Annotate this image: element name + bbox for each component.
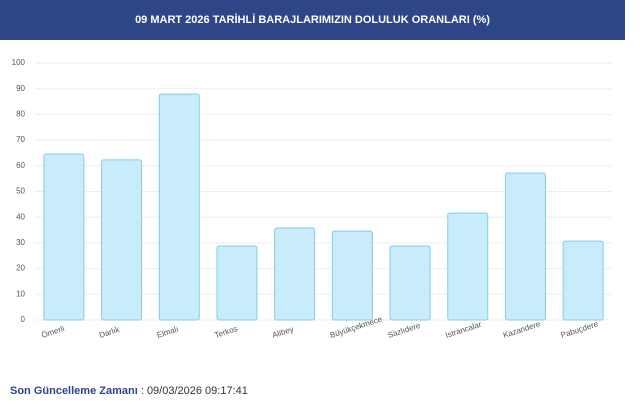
x-tick-label: Sazlıdere xyxy=(387,321,422,340)
bar xyxy=(274,227,316,321)
bar xyxy=(43,153,85,321)
footer: Son Güncelleme Zamanı : 09/03/2026 09:17… xyxy=(10,385,248,397)
y-tick-label: 0 xyxy=(21,315,26,324)
chart: 0 10 20 30 40 50 60 70 80 90 100 Ömerli Darlık Elmalı… xyxy=(12,58,612,340)
y-tick-label: 20 xyxy=(16,264,25,273)
x-tick-label: Istrancalar xyxy=(444,320,483,340)
x-tick-label: Elmalı xyxy=(156,324,180,339)
update-value: : 09/03/2026 09:17:41 xyxy=(140,385,248,397)
bar xyxy=(101,159,143,321)
y-tick-label: 90 xyxy=(16,84,25,93)
y-tick-label: 100 xyxy=(12,58,26,67)
update-label: Son Güncelleme Zamanı xyxy=(10,385,138,397)
bar xyxy=(158,93,200,321)
chart-title: 09 MART 2026 TARİHLİ BARAJLARIMIZIN DOLU… xyxy=(0,0,625,40)
y-tick-label: 10 xyxy=(16,289,25,298)
bar xyxy=(504,172,546,321)
y-tick-label: 30 xyxy=(16,238,25,247)
bar xyxy=(389,245,431,321)
y-tick-label: 80 xyxy=(16,110,25,119)
bar xyxy=(216,245,258,321)
bar xyxy=(447,212,489,321)
x-tick-label: Ömerli xyxy=(40,324,65,340)
x-tick-label: Darlık xyxy=(98,325,122,340)
x-tick-label: Pabuçdere xyxy=(560,319,600,340)
x-tick-label: Terkos xyxy=(213,324,238,340)
bar xyxy=(331,230,373,321)
y-tick-label: 50 xyxy=(16,187,25,196)
x-tick-label: Alibey xyxy=(271,325,295,340)
y-tick-label: 70 xyxy=(16,135,25,144)
bar xyxy=(562,240,604,321)
x-tick-label: Kazandere xyxy=(502,319,542,340)
y-tick-label: 60 xyxy=(16,161,25,170)
y-tick-label: 40 xyxy=(16,212,25,221)
